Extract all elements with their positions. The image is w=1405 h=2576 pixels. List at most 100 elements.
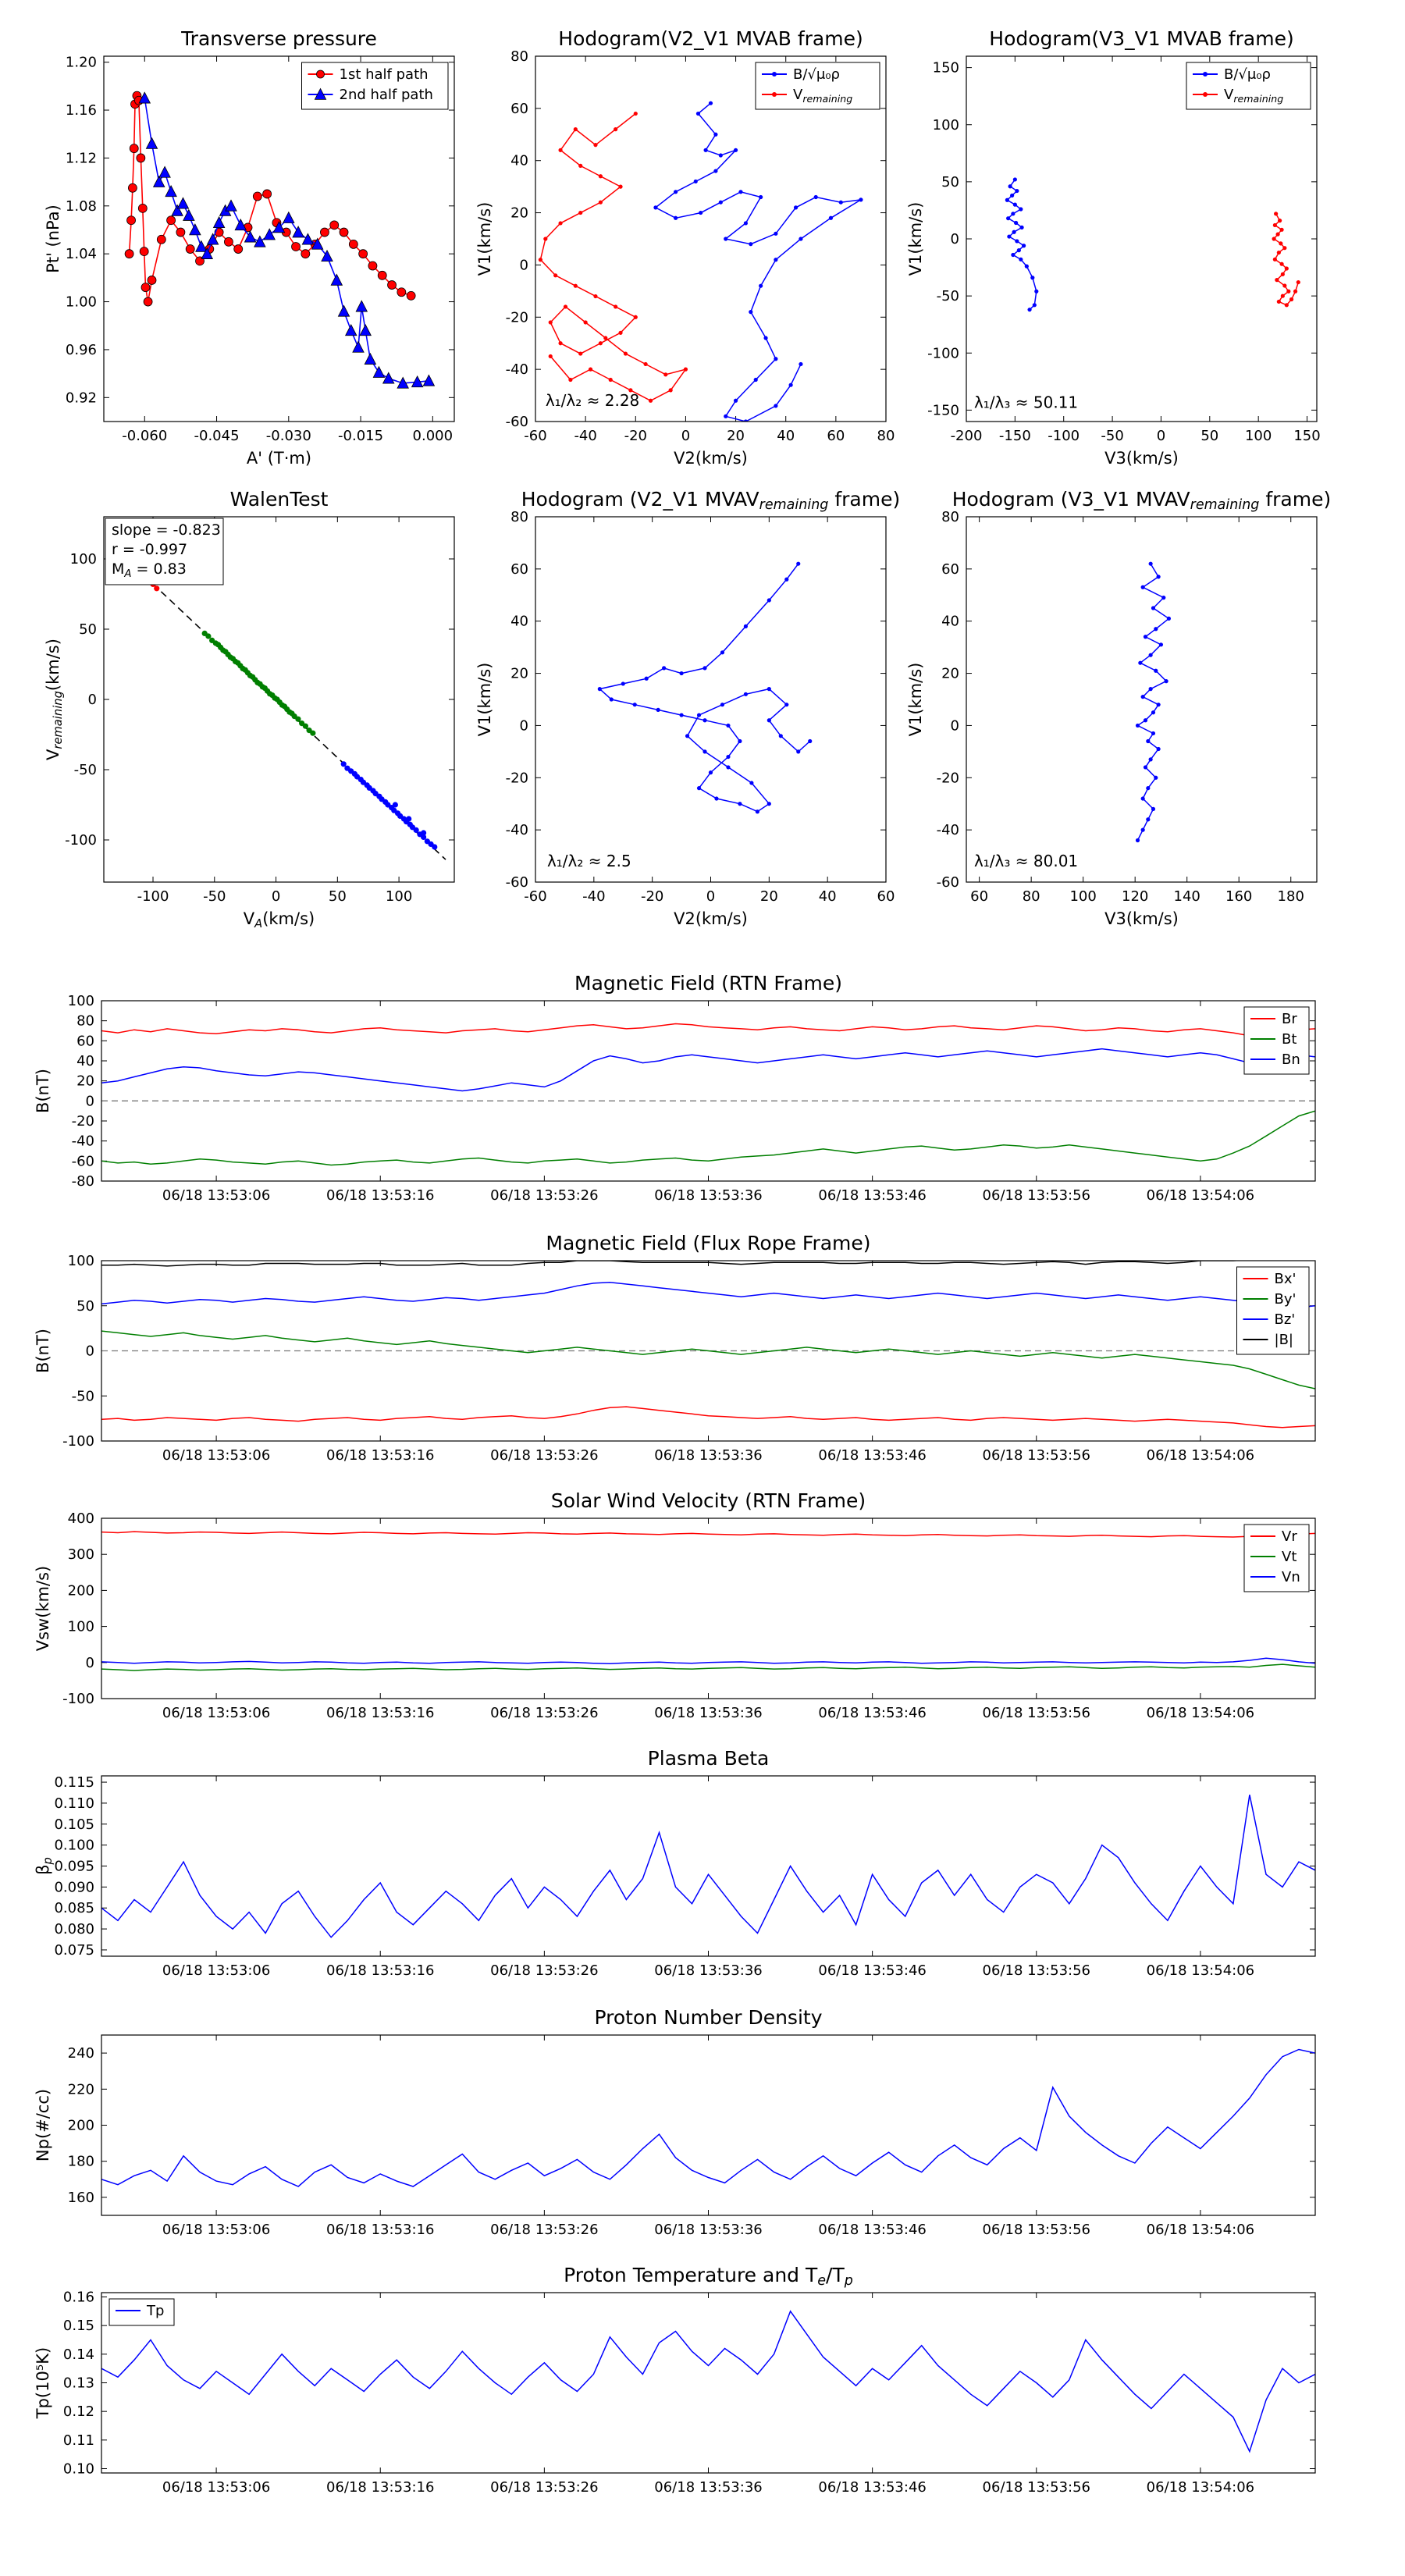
svg-text:V3(km/s): V3(km/s) xyxy=(1104,909,1179,928)
svg-text:Bx': Bx' xyxy=(1275,1271,1297,1287)
svg-text:06/18 13:53:36: 06/18 13:53:36 xyxy=(654,1962,762,1979)
chart-solar-wind-velocity: 06/18 13:53:06 06/18 13:53:16 06/18 13:53:… xyxy=(31,1485,1335,1739)
svg-text:0.92: 0.92 xyxy=(66,390,97,406)
svg-text:20: 20 xyxy=(727,428,745,444)
svg-text:Hodogram(V2_V1 MVAB frame): Hodogram(V2_V1 MVAB frame) xyxy=(558,27,863,50)
hodogram-v2v1-mvab-svg: -60 -40 -20 0 20 40 60 80 -60 -40 -20 0 20 40 60 80 Hodo… xyxy=(475,27,895,468)
svg-text:0: 0 xyxy=(88,692,97,708)
svg-text:Tp: Tp xyxy=(146,2303,164,2319)
svg-text:0: 0 xyxy=(520,257,528,273)
svg-text:-80: -80 xyxy=(72,1173,94,1190)
svg-text:40: 40 xyxy=(819,888,837,905)
svg-text:-100: -100 xyxy=(62,1433,94,1450)
svg-text:-0.045: -0.045 xyxy=(194,428,240,444)
svg-text:-40: -40 xyxy=(72,1133,94,1150)
svg-text:-40: -40 xyxy=(582,888,605,905)
svg-text:06/18 13:53:56: 06/18 13:53:56 xyxy=(983,1705,1090,1721)
svg-text:-100: -100 xyxy=(927,345,959,361)
svg-text:0.000: 0.000 xyxy=(413,428,454,444)
svg-text:400: 400 xyxy=(68,1510,94,1527)
svg-text:180: 180 xyxy=(1278,888,1304,905)
svg-text:WalenTest: WalenTest xyxy=(230,488,329,511)
svg-text:Br: Br xyxy=(1282,1011,1297,1027)
svg-text:20: 20 xyxy=(510,666,528,682)
svg-text:-60: -60 xyxy=(524,428,546,444)
svg-text:Vremaining: Vremaining xyxy=(1224,87,1283,105)
svg-text:r = -0.997: r = -0.997 xyxy=(112,541,187,558)
svg-text:0.090: 0.090 xyxy=(54,1879,94,1895)
svg-text:-50: -50 xyxy=(1101,428,1123,444)
svg-text:100: 100 xyxy=(68,993,94,1009)
chart-hodogram-v3v1-mvab: -200 -150 -100 -50 0 50 100 150 -150 -100 -50 0 50 10… xyxy=(905,23,1331,468)
svg-text:0.15: 0.15 xyxy=(63,2318,94,2334)
svg-text:60: 60 xyxy=(510,101,528,117)
svg-text:Vr: Vr xyxy=(1282,1528,1297,1545)
svg-text:06/18 13:53:56: 06/18 13:53:56 xyxy=(983,1962,1090,1979)
svg-text:0: 0 xyxy=(86,1343,94,1360)
chart-transverse-pressure: -0.060 -0.045 -0.030 -0.015 0.000 0.92 0.96 1.0… xyxy=(43,23,468,468)
svg-text:-60: -60 xyxy=(506,414,528,430)
svg-text:Magnetic Field (Flux Rope Fram: Magnetic Field (Flux Rope Frame) xyxy=(546,1232,870,1254)
svg-text:-50: -50 xyxy=(203,888,226,905)
svg-text:06/18 13:53:26: 06/18 13:53:26 xyxy=(490,1187,598,1204)
svg-text:100: 100 xyxy=(68,1619,94,1635)
svg-text:80: 80 xyxy=(941,509,959,525)
svg-text:60: 60 xyxy=(877,888,895,905)
svg-text:06/18 13:53:46: 06/18 13:53:46 xyxy=(818,1187,926,1204)
svg-text:100: 100 xyxy=(70,551,97,568)
svg-text:06/18 13:53:16: 06/18 13:53:16 xyxy=(326,1447,434,1464)
svg-text:Solar Wind Velocity (RTN Frame: Solar Wind Velocity (RTN Frame) xyxy=(551,1489,866,1512)
svg-text:06/18 13:53:26: 06/18 13:53:26 xyxy=(490,1705,598,1721)
svg-text:06/18 13:53:36: 06/18 13:53:36 xyxy=(654,1705,762,1721)
svg-text:20: 20 xyxy=(510,205,528,222)
svg-text:06/18 13:53:06: 06/18 13:53:06 xyxy=(162,1187,270,1204)
svg-text:0.110: 0.110 xyxy=(54,1795,94,1812)
svg-text:06/18 13:53:26: 06/18 13:53:26 xyxy=(490,1447,598,1464)
chart-plasma-beta: 06/18 13:53:06 06/18 13:53:16 06/18 13:53:… xyxy=(31,1743,1335,1997)
chart-hodogram-v3v1-mvav: 60 80 100 120 140 160 180 -60 -40 -20 0 20 40 60 80 Hod… xyxy=(905,484,1331,929)
svg-text:-50: -50 xyxy=(937,288,959,304)
density-svg: 06/18 13:53:06 06/18 13:53:16 06/18 13:53:… xyxy=(34,2006,1316,2238)
svg-text:0: 0 xyxy=(272,888,280,905)
svg-text:06/18 13:53:46: 06/18 13:53:46 xyxy=(818,2479,926,2496)
svg-text:160: 160 xyxy=(1225,888,1252,905)
svg-text:-40: -40 xyxy=(506,361,528,378)
svg-text:06/18 13:53:56: 06/18 13:53:56 xyxy=(983,2479,1090,2496)
chart-proton-density: 06/18 13:53:06 06/18 13:53:16 06/18 13:53:… xyxy=(31,2002,1335,2256)
hodogram-v3v1-mvab-svg: -200 -150 -100 -50 0 50 100 150 -150 -100 -50 0 50 10… xyxy=(906,27,1321,468)
svg-text:2nd half path: 2nd half path xyxy=(340,87,433,103)
svg-text:Magnetic Field (RTN Frame): Magnetic Field (RTN Frame) xyxy=(574,972,842,994)
svg-text:VA(km/s): VA(km/s) xyxy=(244,909,315,929)
svg-text:100: 100 xyxy=(1069,888,1096,905)
svg-text:0: 0 xyxy=(86,1655,94,1671)
svg-text:Transverse pressure: Transverse pressure xyxy=(180,27,377,50)
svg-text:Tp(10⁵K): Tp(10⁵K) xyxy=(34,2347,52,2419)
svg-text:0.095: 0.095 xyxy=(54,1859,94,1875)
svg-text:140: 140 xyxy=(1174,888,1200,905)
svg-text:06/18 13:53:26: 06/18 13:53:26 xyxy=(490,2222,598,2238)
svg-text:V1(km/s): V1(km/s) xyxy=(906,202,925,276)
svg-text:06/18 13:53:46: 06/18 13:53:46 xyxy=(818,1962,926,1979)
svg-text:1.04: 1.04 xyxy=(66,246,97,262)
velocity-svg: 06/18 13:53:06 06/18 13:53:16 06/18 13:53:… xyxy=(34,1489,1316,1721)
svg-text:1st half path: 1st half path xyxy=(340,66,429,83)
svg-text:-150: -150 xyxy=(999,428,1031,444)
svg-text:Hodogram (V2_V1 MVAVremaining: Hodogram (V2_V1 MVAVremaining frame) xyxy=(521,488,900,513)
svg-text:06/18 13:54:06: 06/18 13:54:06 xyxy=(1147,2222,1254,2238)
svg-text:-150: -150 xyxy=(927,402,959,418)
svg-text:80: 80 xyxy=(1023,888,1040,905)
svg-text:-60: -60 xyxy=(506,874,528,891)
svg-text:Pt' (nPa): Pt' (nPa) xyxy=(44,205,62,273)
svg-text:-50: -50 xyxy=(74,762,97,778)
svg-text:06/18 13:53:36: 06/18 13:53:36 xyxy=(654,1187,762,1204)
svg-text:0.13: 0.13 xyxy=(63,2375,94,2392)
svg-text:MA = 0.83: MA = 0.83 xyxy=(112,560,187,580)
svg-text:Proton Temperature and Te/Tp: Proton Temperature and Te/Tp xyxy=(564,2264,853,2289)
svg-text:Vt: Vt xyxy=(1282,1549,1297,1565)
svg-text:06/18 13:53:56: 06/18 13:53:56 xyxy=(983,1187,1090,1204)
svg-text:80: 80 xyxy=(510,48,528,65)
svg-text:06/18 13:53:56: 06/18 13:53:56 xyxy=(983,1447,1090,1464)
svg-text:06/18 13:53:36: 06/18 13:53:36 xyxy=(654,2222,762,2238)
svg-text:-100: -100 xyxy=(137,888,169,905)
